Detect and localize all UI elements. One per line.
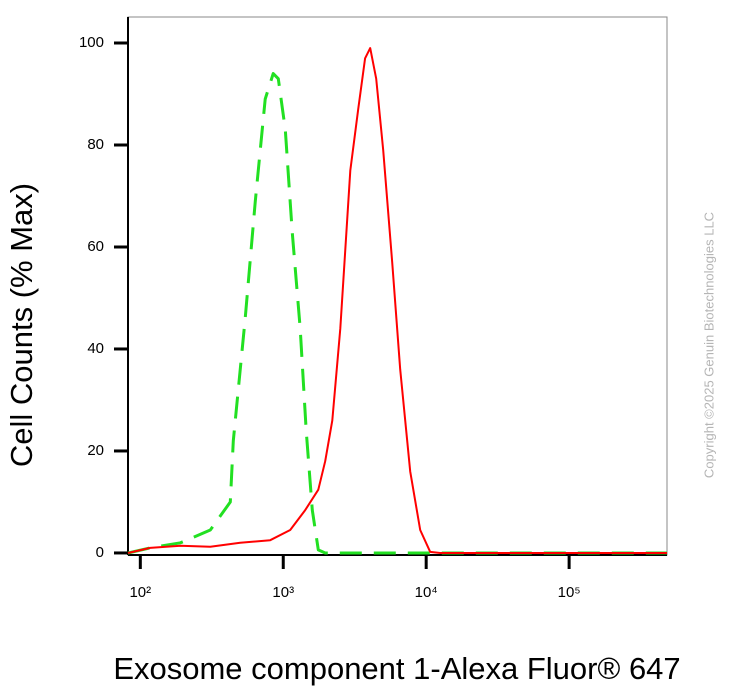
y-tick-label: 20 bbox=[87, 442, 104, 459]
series-line bbox=[127, 47, 667, 554]
x-axis-title: Exosome component 1-Alexa Fluor® 647 bbox=[113, 651, 680, 686]
y-axis-title: Cell Counts (% Max) bbox=[4, 183, 39, 467]
y-tick-label: 100 bbox=[79, 34, 104, 51]
x-tick-label: 10⁵ bbox=[558, 584, 581, 601]
watermark: Copyright ©2025 Genuin Biotechnologies L… bbox=[701, 212, 716, 478]
plot-frame bbox=[127, 16, 668, 556]
y-tick-label: 80 bbox=[87, 136, 104, 153]
y-tick-label: 60 bbox=[87, 238, 104, 255]
y-tick-label: 40 bbox=[87, 340, 104, 357]
y-tick-label: 0 bbox=[96, 544, 104, 561]
x-tick-label: 10⁴ bbox=[415, 584, 438, 601]
x-tick-label: 10² bbox=[129, 584, 151, 601]
x-tick-label: 10³ bbox=[272, 584, 294, 601]
series-line bbox=[127, 72, 667, 555]
